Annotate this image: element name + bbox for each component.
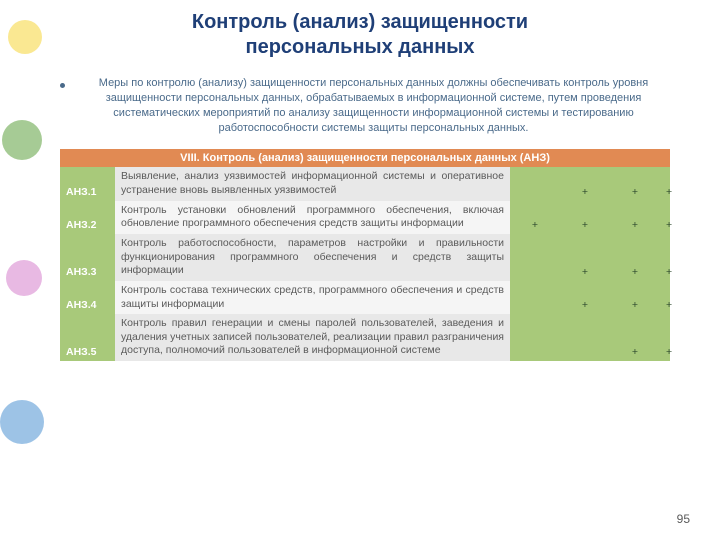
row-plus	[510, 167, 560, 200]
row-plus: +	[660, 167, 670, 200]
row-plus: +	[610, 201, 660, 234]
anz-table: VIII. Контроль (анализ) защищенности пер…	[60, 149, 670, 361]
row-desc: Контроль правил генерации и смены пароле…	[115, 314, 510, 361]
table-row: АНЗ.5Контроль правил генерации и смены п…	[60, 314, 670, 361]
row-plus	[510, 281, 560, 314]
row-desc: Контроль установки обновлений программно…	[115, 201, 510, 234]
balloon-icon	[0, 400, 44, 444]
table-row: АНЗ.4Контроль состава технических средст…	[60, 281, 670, 314]
row-plus: +	[610, 167, 660, 200]
row-plus: +	[610, 234, 660, 281]
row-plus: +	[660, 314, 670, 361]
row-plus: +	[560, 201, 610, 234]
page-number: 95	[677, 512, 690, 526]
table-row: АНЗ.3Контроль работоспособности, парамет…	[60, 234, 670, 281]
row-code: АНЗ.5	[60, 314, 115, 361]
intro-bullet: Меры по контролю (анализу) защищенности …	[60, 76, 670, 135]
row-plus: +	[660, 281, 670, 314]
row-plus: +	[660, 234, 670, 281]
table-row: АНЗ.2Контроль установки обновлений прогр…	[60, 201, 670, 234]
decorative-balloons	[0, 0, 60, 540]
table-header: VIII. Контроль (анализ) защищенности пер…	[60, 149, 670, 167]
row-plus	[560, 314, 610, 361]
row-plus: +	[560, 234, 610, 281]
title-line2: персональных данных	[246, 36, 475, 58]
balloon-icon	[6, 260, 42, 296]
bullet-icon	[60, 83, 65, 88]
balloon-icon	[2, 120, 42, 160]
row-plus	[510, 234, 560, 281]
row-plus	[510, 314, 560, 361]
bullet-text: Меры по контролю (анализу) защищенности …	[77, 76, 670, 135]
row-plus: +	[510, 201, 560, 234]
row-desc: Контроль состава технических средств, пр…	[115, 281, 510, 314]
row-code: АНЗ.2	[60, 201, 115, 234]
table-row: АНЗ.1Выявление, анализ уязвимостей инфор…	[60, 167, 670, 200]
row-plus: +	[560, 281, 610, 314]
row-plus: +	[610, 281, 660, 314]
row-plus: +	[560, 167, 610, 200]
row-code: АНЗ.3	[60, 234, 115, 281]
row-plus: +	[660, 201, 670, 234]
page-title: Контроль (анализ) защищенности персональ…	[0, 0, 720, 60]
row-desc: Контроль работоспособности, параметров н…	[115, 234, 510, 281]
row-desc: Выявление, анализ уязвимостей информацио…	[115, 167, 510, 200]
title-line1: Контроль (анализ) защищенности	[192, 11, 528, 33]
row-plus: +	[610, 314, 660, 361]
table-header-row: VIII. Контроль (анализ) защищенности пер…	[60, 149, 670, 167]
row-code: АНЗ.1	[60, 167, 115, 200]
row-code: АНЗ.4	[60, 281, 115, 314]
